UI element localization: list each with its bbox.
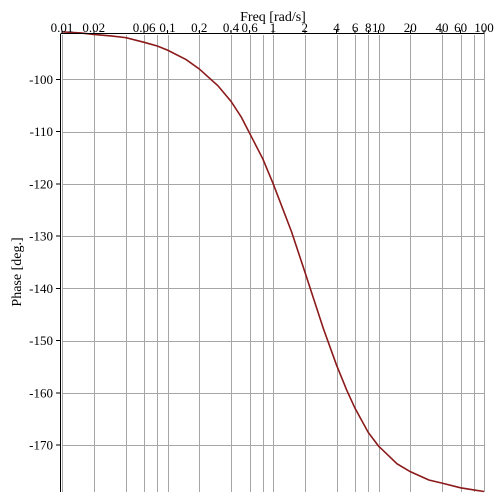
x-tick-label: 0.02: [82, 20, 105, 35]
y-tick-label: -160: [29, 385, 53, 400]
y-tick-label: -120: [29, 176, 53, 191]
y-axis-label: Phase [deg.]: [10, 237, 25, 306]
x-tick-label: 20: [404, 20, 417, 35]
y-tick-label: -110: [30, 124, 53, 139]
x-tick-label: 1: [270, 20, 277, 35]
x-tick-label: 0.01: [51, 20, 74, 35]
x-tick-label: 100: [474, 20, 494, 35]
x-tick-label: 6: [352, 20, 359, 35]
curve-layer: [61, 31, 485, 493]
x-axis-label: Freq [rad/s]: [240, 10, 306, 25]
x-tick-label: 60: [454, 20, 467, 35]
y-tick-label: -150: [29, 333, 53, 348]
y-tick-label: -140: [29, 281, 53, 296]
y-tick-label: -100: [29, 72, 53, 87]
phase-curve: [61, 31, 485, 493]
x-tick-label: 10: [372, 20, 385, 35]
x-tick-label: 40: [436, 20, 449, 35]
axes: [60, 33, 485, 492]
x-tick-label: 0.06: [133, 20, 156, 35]
x-tick-label: 8: [365, 20, 372, 35]
x-tick-label: 0.1: [159, 20, 175, 35]
x-tick-labels: 0.01 0.02 0.06 0.1 0.2 0.4 0.6 1 2 4 6 8 10 20 40 60 100: [51, 20, 494, 35]
x-tick-label: 4: [333, 20, 340, 35]
y-tick-label: -170: [29, 437, 53, 452]
x-tick-label: 0.6: [241, 20, 258, 35]
x-tick-label: 0.2: [191, 20, 207, 35]
grid-lines: [62, 35, 485, 492]
y-tick-label: -130: [29, 229, 53, 244]
x-tick-label: 2: [302, 20, 309, 35]
x-tick-label: 0.4: [223, 20, 240, 35]
y-tick-labels: -100 -110 -120 -130 -140 -150 -160 -170: [29, 72, 61, 452]
